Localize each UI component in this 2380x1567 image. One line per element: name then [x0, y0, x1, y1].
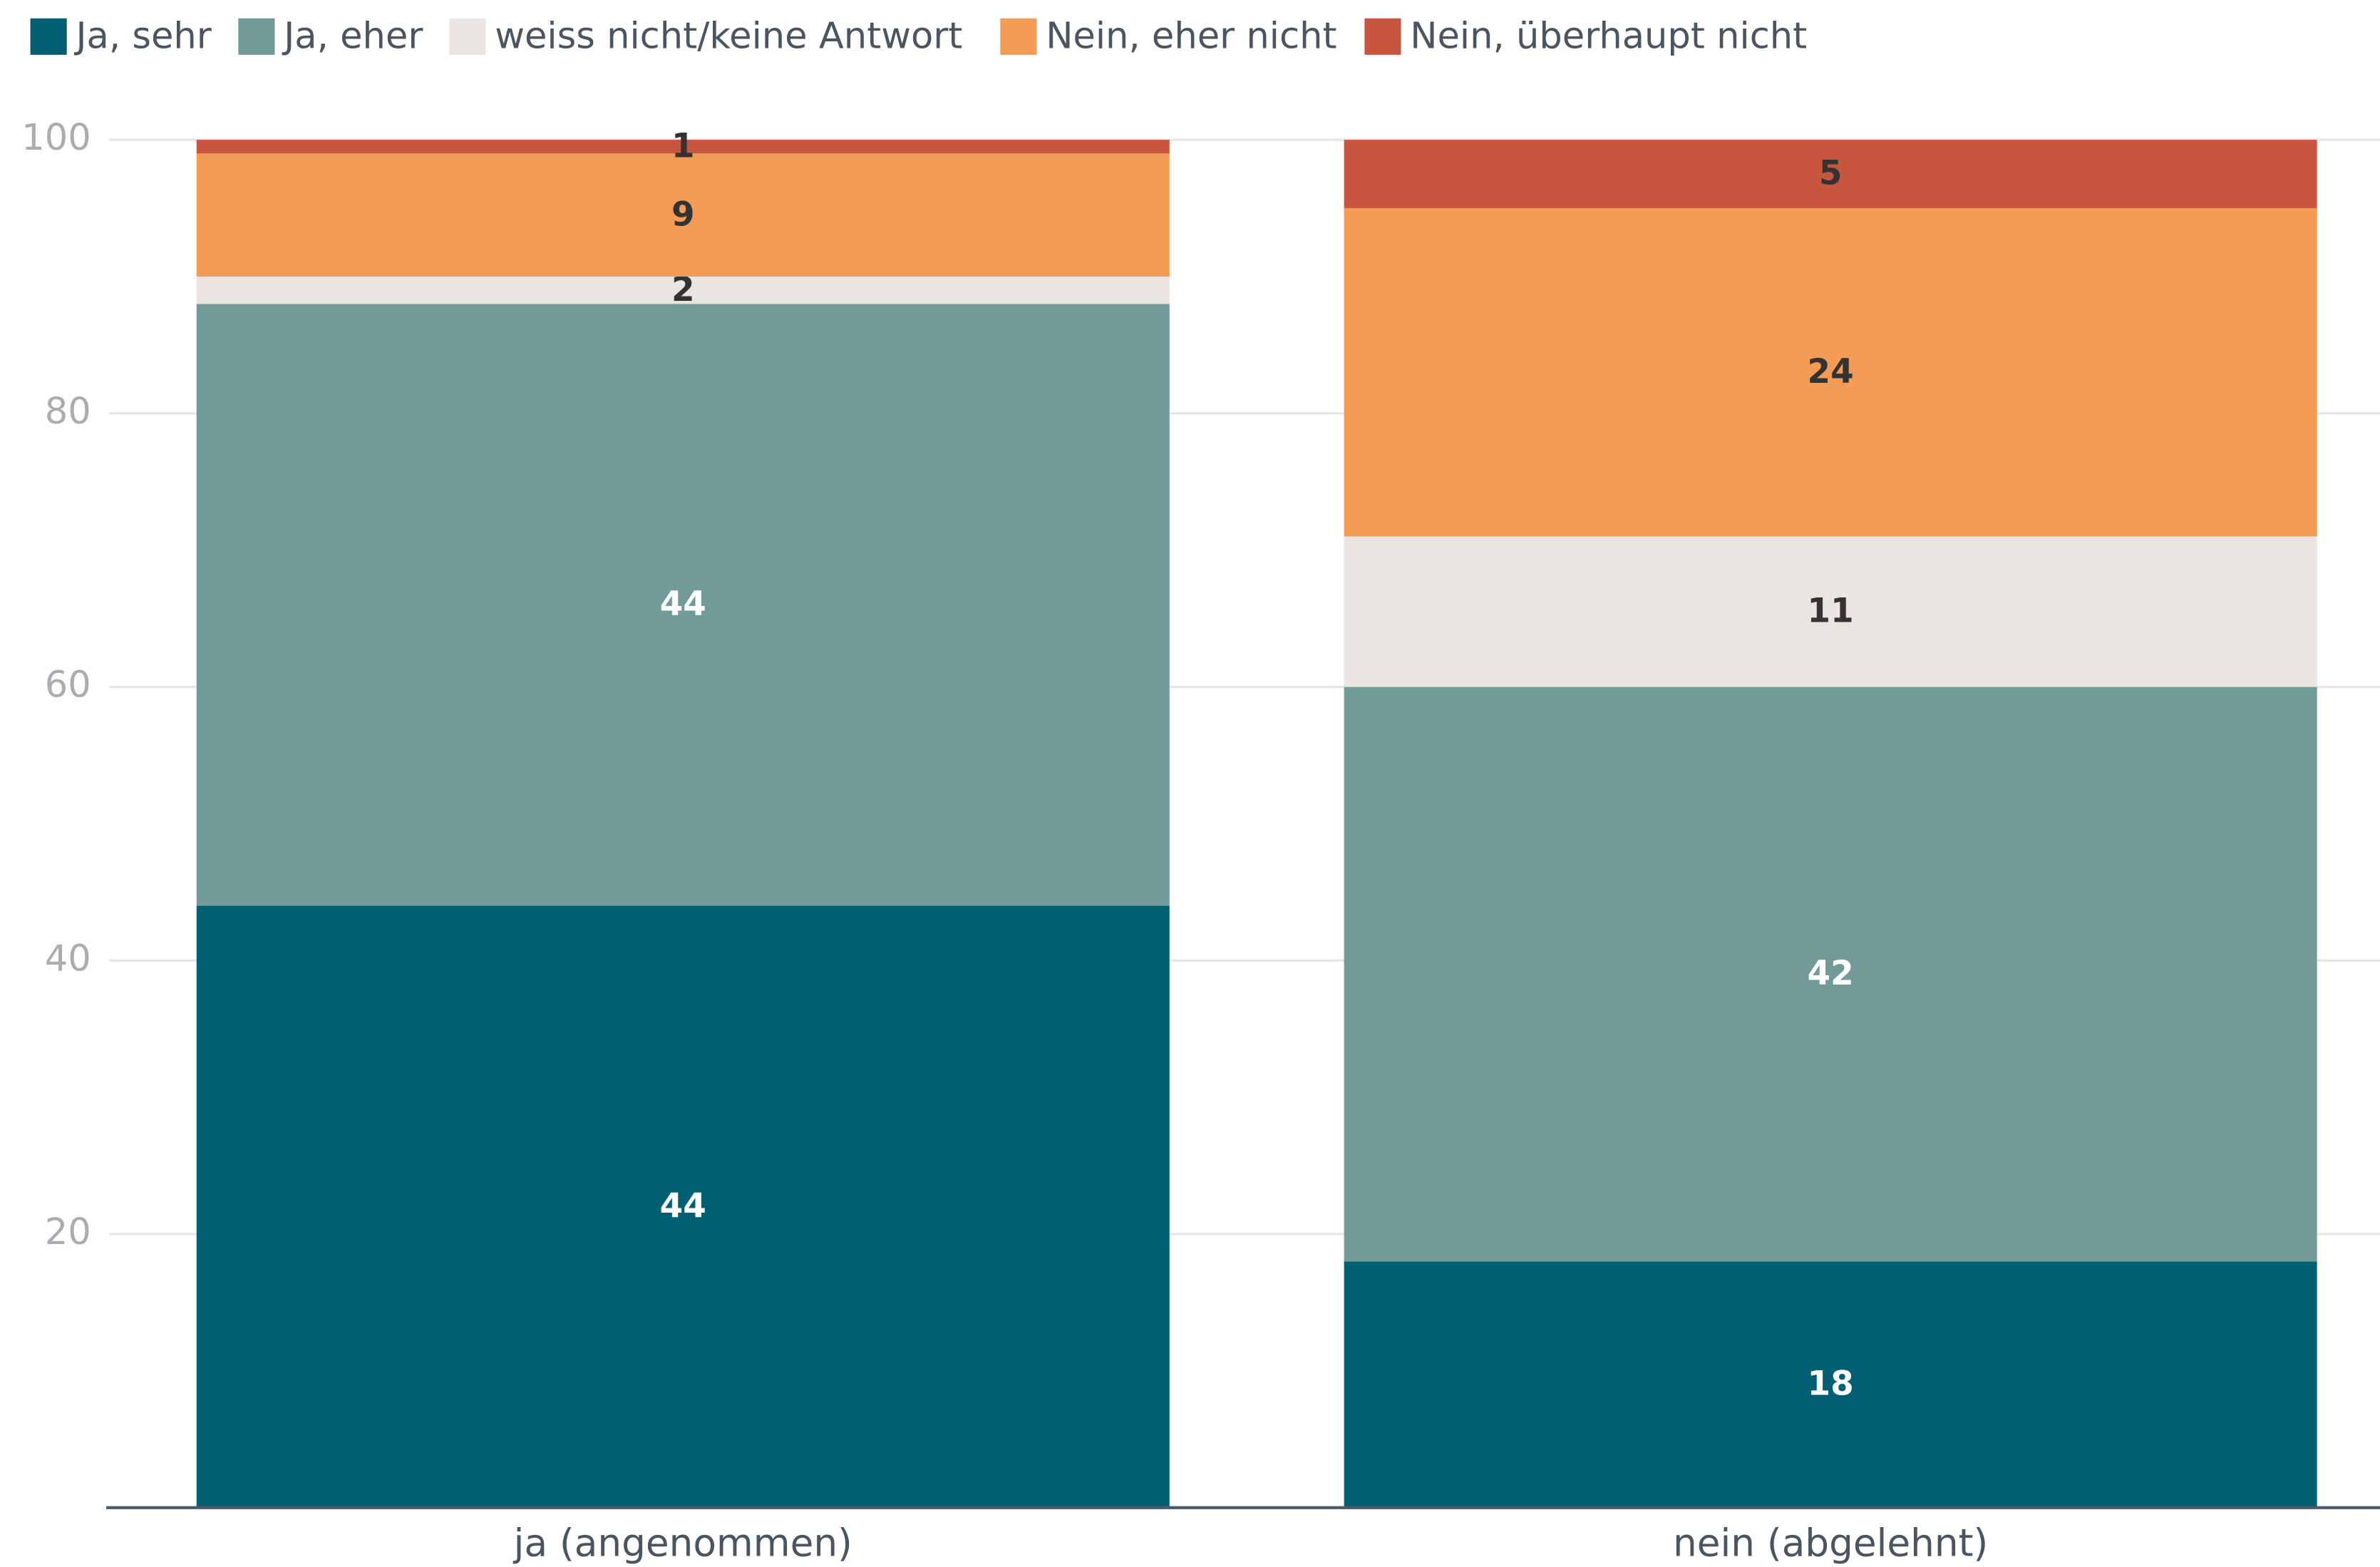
- data-label: 11: [1808, 592, 1854, 631]
- bar-segment: [1344, 536, 2317, 687]
- y-tick-label: 40: [45, 937, 91, 980]
- bar-segment: [196, 905, 1170, 1508]
- legend-label: Nein, überhaupt nicht: [1410, 15, 1807, 57]
- y-tick-label: 100: [21, 117, 91, 159]
- data-label: 44: [660, 585, 706, 624]
- data-label: 24: [1808, 353, 1854, 391]
- legend-swatch: [30, 18, 67, 55]
- legend-swatch: [1364, 18, 1401, 55]
- bar-segment: [1344, 208, 2317, 537]
- data-label: 1: [671, 127, 695, 165]
- bar-segment: [196, 153, 1170, 277]
- legend-swatch: [1000, 18, 1037, 55]
- legend-label: weiss nicht/keine Antwort: [495, 15, 962, 57]
- legend-swatch: [449, 18, 486, 55]
- bar-segment: [196, 276, 1170, 304]
- legend-label: Ja, eher: [282, 15, 423, 57]
- bar-segment: [196, 140, 1170, 154]
- y-tick-label: 20: [45, 1211, 91, 1253]
- bar-segment: [196, 304, 1170, 906]
- x-tick-label: ja (angenommen): [513, 1521, 852, 1566]
- legend-label: Ja, sehr: [73, 15, 211, 57]
- data-label: 42: [1808, 955, 1854, 993]
- legend-swatch: [238, 18, 275, 55]
- x-tick-label: nein (abgelehnt): [1673, 1521, 1988, 1566]
- data-label: 9: [671, 195, 695, 234]
- bar-segment: [1344, 687, 2317, 1262]
- data-label: 5: [1819, 155, 1843, 193]
- y-tick-label: 80: [45, 391, 91, 433]
- data-label: 44: [660, 1187, 706, 1226]
- bar-segment: [1344, 140, 2317, 209]
- data-label: 18: [1808, 1365, 1854, 1404]
- legend-label: Nein, eher nicht: [1046, 15, 1336, 57]
- y-tick-label: 60: [45, 664, 91, 707]
- bar-segment: [1344, 1261, 2317, 1508]
- data-label: 2: [671, 271, 695, 309]
